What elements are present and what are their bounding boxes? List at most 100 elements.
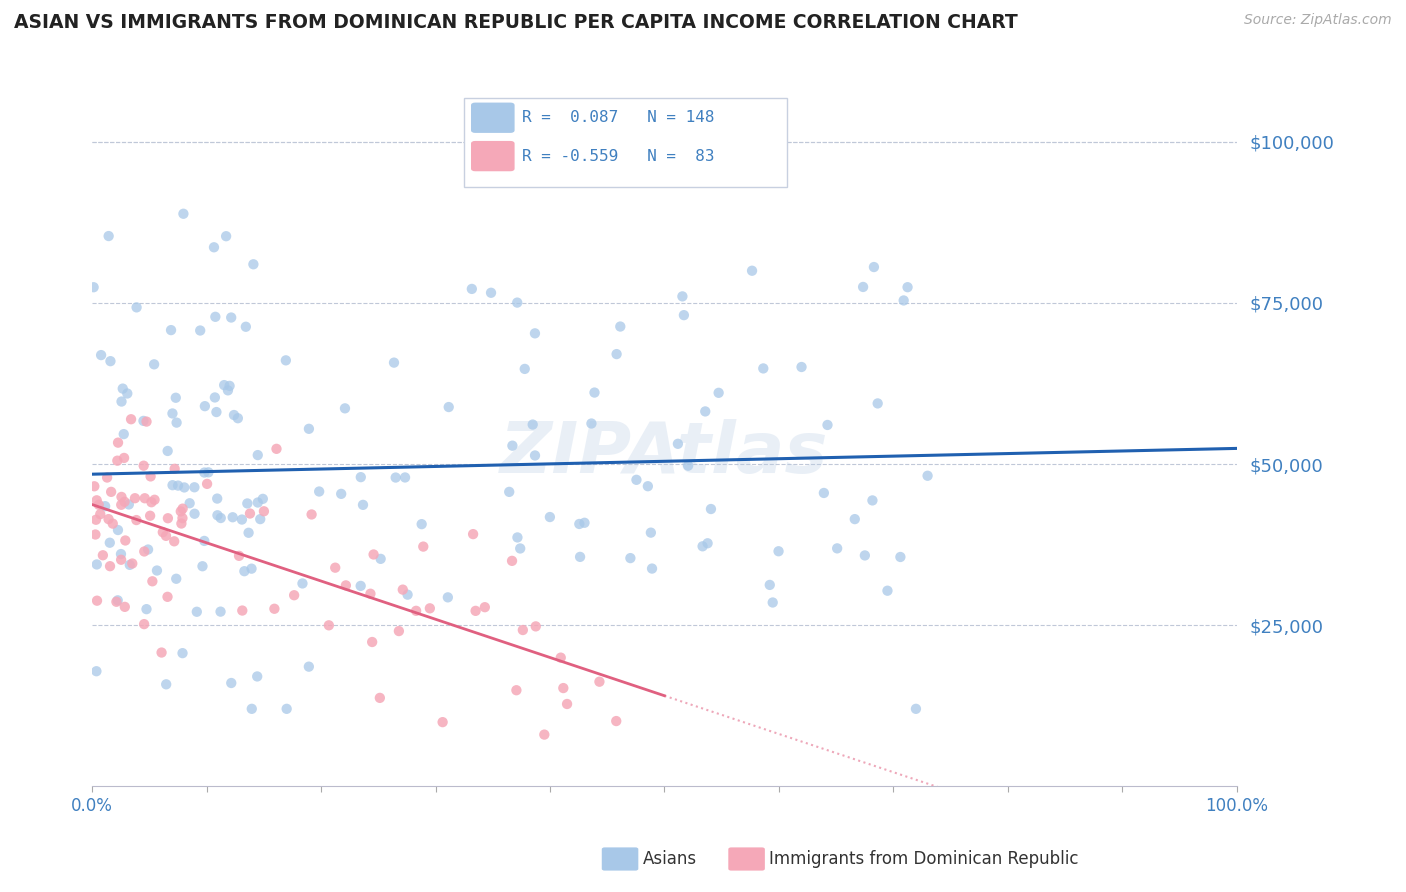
Point bbox=[110, 498, 132, 512]
Point bbox=[538, 510, 561, 524]
Point bbox=[205, 491, 228, 506]
Point bbox=[437, 591, 460, 605]
Point bbox=[396, 588, 419, 602]
Point bbox=[134, 544, 156, 558]
Point bbox=[228, 549, 250, 563]
Point bbox=[609, 319, 631, 334]
Point bbox=[238, 525, 260, 540]
Point bbox=[110, 490, 132, 504]
Text: R =  0.087   N = 148: R = 0.087 N = 148 bbox=[522, 111, 714, 125]
Point bbox=[626, 473, 648, 487]
Point bbox=[876, 583, 898, 598]
Point bbox=[568, 516, 591, 531]
Point bbox=[505, 683, 527, 698]
Point bbox=[141, 574, 163, 589]
Point bbox=[107, 435, 129, 450]
Point bbox=[550, 650, 572, 665]
Point bbox=[209, 511, 232, 525]
Point bbox=[524, 449, 547, 463]
Point bbox=[574, 516, 596, 530]
Point bbox=[479, 285, 502, 300]
Point bbox=[461, 282, 484, 296]
Point bbox=[419, 601, 441, 615]
Point bbox=[183, 507, 205, 521]
Text: Asians: Asians bbox=[643, 850, 696, 868]
Point bbox=[170, 516, 193, 531]
Point bbox=[90, 348, 112, 362]
Point bbox=[291, 576, 314, 591]
Point bbox=[156, 511, 179, 525]
Point bbox=[553, 681, 575, 695]
Point bbox=[87, 498, 110, 512]
Point bbox=[179, 496, 201, 510]
Point bbox=[226, 411, 249, 425]
Point bbox=[193, 466, 215, 480]
Point bbox=[107, 593, 129, 607]
Point bbox=[112, 427, 135, 442]
Point bbox=[86, 664, 108, 678]
Point bbox=[155, 677, 177, 691]
Point bbox=[173, 480, 195, 494]
Point bbox=[231, 512, 253, 526]
Point bbox=[246, 448, 269, 462]
Point bbox=[146, 564, 169, 578]
Point bbox=[512, 623, 534, 637]
Point bbox=[170, 504, 193, 518]
Point bbox=[155, 529, 177, 543]
Point bbox=[862, 493, 884, 508]
Point bbox=[124, 491, 146, 506]
Point bbox=[863, 260, 886, 274]
Point bbox=[172, 646, 194, 660]
Point bbox=[506, 295, 529, 310]
Point bbox=[298, 659, 321, 673]
Point bbox=[160, 323, 183, 337]
Point bbox=[825, 541, 848, 556]
Point bbox=[97, 512, 120, 526]
Point bbox=[236, 496, 259, 510]
Point bbox=[330, 487, 353, 501]
Point bbox=[194, 399, 217, 413]
Point bbox=[121, 557, 143, 571]
Point bbox=[266, 442, 288, 456]
Point bbox=[852, 280, 875, 294]
Point bbox=[533, 728, 555, 742]
Point bbox=[117, 386, 139, 401]
Point bbox=[112, 450, 135, 465]
Point bbox=[219, 310, 242, 325]
Point bbox=[235, 319, 257, 334]
Point bbox=[166, 416, 188, 430]
Point bbox=[165, 572, 187, 586]
Point bbox=[100, 484, 122, 499]
Point bbox=[118, 558, 141, 572]
Point bbox=[388, 624, 411, 638]
Point bbox=[165, 391, 187, 405]
Point bbox=[143, 357, 166, 371]
Text: ZIPAtlas: ZIPAtlas bbox=[501, 418, 828, 488]
Point bbox=[509, 541, 531, 556]
Point bbox=[167, 478, 190, 492]
Point bbox=[671, 289, 693, 303]
Point bbox=[107, 523, 129, 537]
Point bbox=[96, 470, 118, 484]
Point bbox=[221, 510, 243, 524]
Point bbox=[323, 560, 346, 574]
Point bbox=[240, 702, 263, 716]
Point bbox=[619, 551, 641, 566]
Point bbox=[368, 690, 391, 705]
Point bbox=[183, 480, 205, 494]
Point bbox=[672, 308, 695, 322]
Point bbox=[474, 600, 496, 615]
Point bbox=[212, 378, 235, 392]
Point bbox=[513, 362, 536, 376]
Point bbox=[204, 310, 226, 324]
Point bbox=[501, 439, 523, 453]
Point bbox=[359, 587, 381, 601]
Point bbox=[231, 603, 253, 617]
Point bbox=[139, 469, 162, 483]
Point bbox=[391, 582, 413, 597]
Point bbox=[197, 466, 219, 480]
Point bbox=[110, 553, 132, 567]
Point bbox=[114, 495, 136, 509]
Point bbox=[252, 491, 274, 506]
Point bbox=[114, 533, 136, 548]
